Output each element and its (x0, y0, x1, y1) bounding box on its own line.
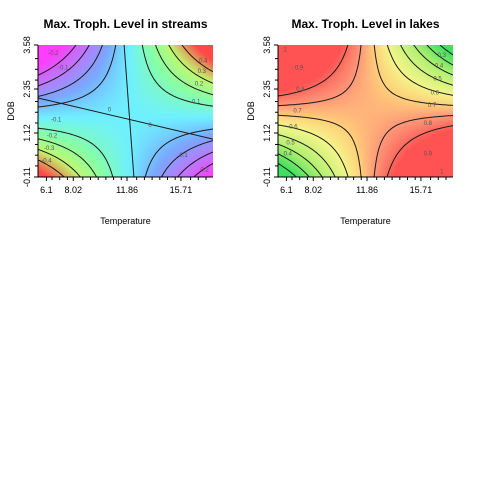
panel-2-contour-label: 0.5 (433, 76, 442, 82)
panel-1-contour-label: 0.2 (200, 167, 209, 173)
panel-1-x-tick-label: 6.1 (40, 185, 53, 195)
panel-1: Max. Troph. Level in streams-0.2-0.1000.… (6, 0, 241, 284)
panel-2-x-tick-label: 8.02 (305, 185, 323, 195)
panel-2: Max. Troph. Level in lakes10.90.80.70.60… (246, 0, 480, 284)
panel-1-contour-label: 0.4 (199, 58, 208, 64)
panel-1-contour-label: 0.2 (195, 82, 204, 88)
panel-2-contour-label: 0.6 (289, 125, 298, 131)
panel-1-x-axis-label: Temperature (100, 216, 151, 226)
panel-1-contour-label: -0.2 (48, 51, 59, 57)
panel-2-y-tick-label: 1.12 (262, 124, 272, 142)
panel-2-y-axis-label: DOB (246, 101, 256, 121)
panel-2-contour-label: 0.4 (435, 64, 444, 70)
panel-1-y-tick-label: 1.12 (22, 124, 32, 142)
panel-2-contour-label: 0.9 (424, 151, 433, 157)
panel-2-x-tick-label: 6.1 (280, 185, 293, 195)
panel-1-x-tick-label: 11.86 (116, 185, 138, 195)
panel-2-contour-label: 0.9 (295, 66, 304, 72)
panel-2-x-axis-label: Temperature (340, 216, 391, 226)
panel-2-contour-label: 0.5 (286, 141, 295, 147)
panel-2-x-tick-label: 11.86 (356, 185, 378, 195)
panel-1-contour-label: -0.3 (44, 146, 55, 152)
panel-2-y-tick-label: 3.58 (262, 36, 272, 54)
panel-1-y-axis-label: DOB (6, 101, 16, 121)
panel-1-contour-label: -0.4 (41, 159, 52, 165)
panel-2-title: Max. Troph. Level in lakes (291, 17, 439, 31)
panel-2-contour-label: 0.7 (428, 103, 437, 109)
panel-1-contour-label: -0.2 (47, 134, 58, 140)
panel-2-contour-label: 0.7 (293, 108, 302, 114)
panel-2-y-tick-label: 2.35 (262, 80, 272, 98)
panel-1-contour-label: 0.1 (179, 153, 188, 159)
panel-2-contour-label: 0.6 (431, 91, 440, 97)
panel-1-x-tick-label: 15.71 (170, 185, 193, 195)
panel-1-contour-label: 0.3 (198, 69, 207, 75)
panel-1-contour-label: -0.1 (51, 117, 62, 123)
panel-1-contour-label: 0.1 (192, 100, 201, 106)
panel-2-y-tick-label: -0.11 (262, 167, 272, 187)
panel-2-contour-label: 0.3 (438, 53, 447, 59)
panel-2-contour-label: 0.8 (424, 121, 433, 127)
panel-1-contour-label: -0.1 (58, 66, 69, 72)
panel-1-y-tick-label: 2.35 (22, 80, 32, 98)
panel-2-contour-label: 0.8 (296, 87, 305, 93)
panel-1-y-tick-label: -0.11 (22, 167, 32, 187)
panel-1-y-tick-label: 3.58 (22, 36, 32, 54)
panel-1-title: Max. Troph. Level in streams (43, 17, 207, 31)
panel-2-contour-label: 0.4 (284, 151, 293, 157)
panel-1-x-tick-label: 8.02 (65, 185, 83, 195)
panel-2-x-tick-label: 15.71 (410, 185, 433, 195)
